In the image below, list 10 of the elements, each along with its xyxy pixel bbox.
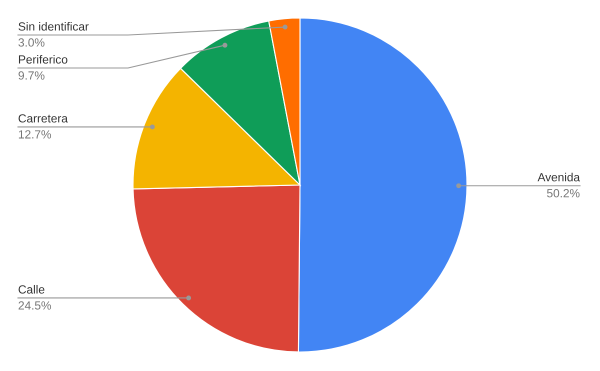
slice-label: Sin identificar xyxy=(18,22,89,31)
data-label: 24.5% xyxy=(18,301,52,310)
data-label: 12.7% xyxy=(18,130,52,139)
data-label: 9.7% xyxy=(18,71,44,80)
data-label: 3.0% xyxy=(18,38,44,47)
slice-label: Avenida xyxy=(538,172,580,182)
data-label: 50.2% xyxy=(547,189,580,198)
slice-label: Periferico xyxy=(18,54,68,64)
slice-label: Calle xyxy=(18,284,44,294)
slice-label: Carretera xyxy=(18,114,68,123)
